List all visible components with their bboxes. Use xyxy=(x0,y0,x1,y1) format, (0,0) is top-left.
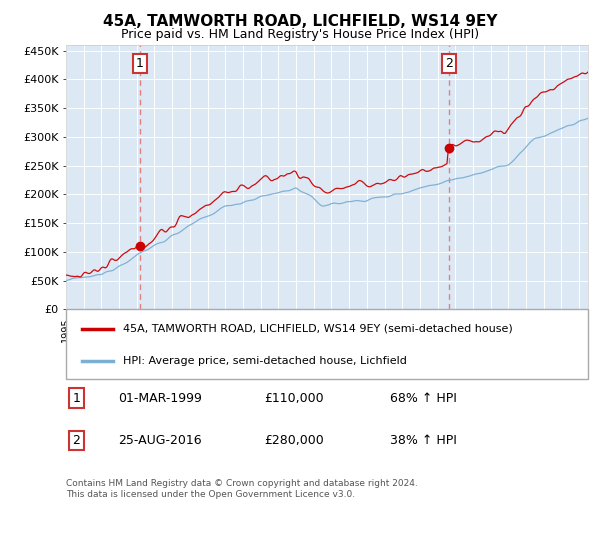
Text: 1: 1 xyxy=(73,391,80,405)
Text: Price paid vs. HM Land Registry's House Price Index (HPI): Price paid vs. HM Land Registry's House … xyxy=(121,28,479,41)
Text: Contains HM Land Registry data © Crown copyright and database right 2024.
This d: Contains HM Land Registry data © Crown c… xyxy=(66,479,418,498)
FancyBboxPatch shape xyxy=(66,309,588,379)
Text: £280,000: £280,000 xyxy=(265,434,324,447)
Text: £110,000: £110,000 xyxy=(265,391,324,405)
Text: 45A, TAMWORTH ROAD, LICHFIELD, WS14 9EY (semi-detached house): 45A, TAMWORTH ROAD, LICHFIELD, WS14 9EY … xyxy=(124,324,513,334)
Text: 45A, TAMWORTH ROAD, LICHFIELD, WS14 9EY: 45A, TAMWORTH ROAD, LICHFIELD, WS14 9EY xyxy=(103,14,497,29)
Text: 25-AUG-2016: 25-AUG-2016 xyxy=(118,434,202,447)
Text: 38% ↑ HPI: 38% ↑ HPI xyxy=(389,434,457,447)
Text: HPI: Average price, semi-detached house, Lichfield: HPI: Average price, semi-detached house,… xyxy=(124,356,407,366)
Text: 1: 1 xyxy=(136,57,144,70)
Text: 2: 2 xyxy=(73,434,80,447)
Text: 01-MAR-1999: 01-MAR-1999 xyxy=(118,391,202,405)
Text: 68% ↑ HPI: 68% ↑ HPI xyxy=(389,391,457,405)
Text: 2: 2 xyxy=(445,57,453,70)
